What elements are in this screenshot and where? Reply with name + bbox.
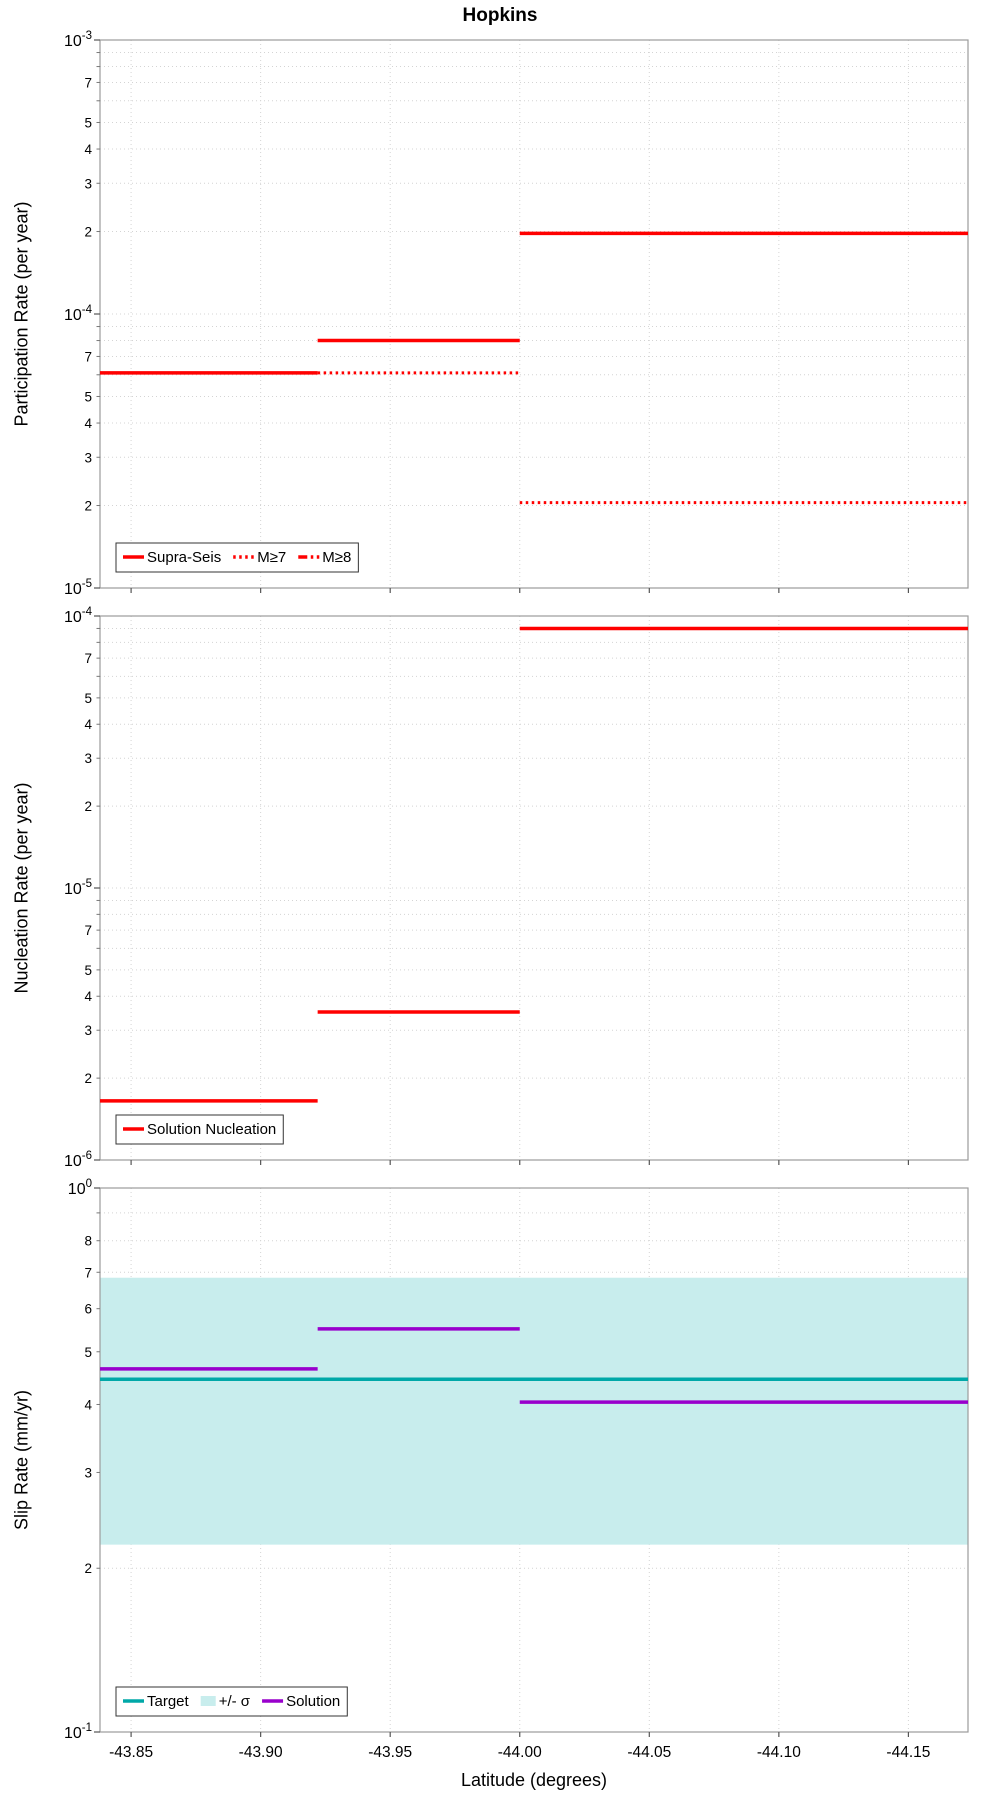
y-minor-tick-label: 7 (84, 349, 92, 364)
y-minor-tick-label: 4 (84, 142, 92, 157)
legend-swatch-series (200, 1696, 216, 1706)
y-axis-title-participation-rate: Participation Rate (per year) (11, 201, 32, 427)
panel-background (100, 40, 968, 588)
y-minor-tick-label: 5 (84, 389, 92, 404)
y-minor-tick-label: 2 (84, 225, 92, 240)
legend-label-m-8: M≥8 (322, 549, 351, 566)
y-minor-tick-label: 7 (84, 923, 92, 938)
y-tick-exponent: -4 (82, 606, 93, 618)
y-minor-tick-label: 7 (84, 651, 92, 666)
legend-box (115, 1686, 348, 1717)
y-minor-tick-label: 4 (84, 717, 92, 732)
y-minor-tick-label: 7 (84, 1265, 92, 1280)
y-minor-tick-label: 3 (84, 1023, 92, 1038)
y-tick-label: 10-5 (64, 578, 92, 598)
panel-border (99, 1187, 969, 1733)
y-tick-label: 10-5 (64, 878, 92, 898)
y-minor-tick-label: 2 (84, 799, 92, 814)
y-tick-label: 10-1 (64, 1722, 92, 1742)
x-axis-title: Latitude (degrees) (460, 1770, 608, 1790)
y-tick-label: 10-4 (64, 606, 93, 626)
y-tick-exponent: -5 (82, 578, 92, 590)
y-minor-tick-label: 8 (84, 1234, 92, 1249)
y-axis-title-slip-rate: Slip Rate (mm/yr) (11, 1389, 32, 1531)
y-tick-label: 100 (68, 1178, 92, 1198)
y-minor-tick-label: 5 (84, 691, 92, 706)
y-tick-label: 10-4 (64, 304, 93, 324)
y-tick-exponent: -1 (82, 1722, 92, 1734)
band-series (100, 1277, 968, 1545)
y-minor-tick-label: 7 (84, 75, 92, 90)
panel-0: 10-5 10-4 10-3 2 3 4 5 7 2 3 4 5 7 Supra-Seis M≥7 M≥8 (64, 30, 969, 598)
y-minor-tick-label: 4 (84, 416, 92, 431)
legend: Solution Nucleation (115, 1114, 284, 1145)
x-tick-label: -44.05 (627, 1744, 671, 1761)
y-minor-tick-label: 3 (84, 1465, 92, 1480)
y-minor-tick-label: 2 (84, 499, 92, 514)
legend-label-m-7: M≥7 (257, 549, 286, 566)
y-minor-tick-label: 2 (84, 1561, 92, 1576)
chart-title: Hopkins (462, 5, 538, 26)
y-tick-exponent: -6 (82, 1150, 92, 1162)
y-minor-tick-label: 5 (84, 963, 92, 978)
x-tick-label: -43.95 (368, 1744, 412, 1761)
legend-label-supra-seis: Supra-Seis (147, 549, 221, 566)
x-tick-label: -43.90 (239, 1744, 283, 1761)
y-minor-tick-label: 2 (84, 1071, 92, 1086)
y-tick-exponent: -4 (82, 304, 93, 316)
x-tick-label: -44.15 (886, 1744, 930, 1761)
legend-entries: Target +/- σ Solution (123, 1693, 340, 1710)
legend-entries: Supra-Seis M≥7 M≥8 (123, 549, 351, 566)
x-tick-label: -44.10 (757, 1744, 801, 1761)
y-axis-title-nucleation-rate: Nucleation Rate (per year) (11, 782, 32, 994)
y-tick-exponent: 0 (86, 1178, 92, 1190)
y-minor-tick-label: 5 (84, 115, 92, 130)
legend: Target +/- σ Solution (115, 1686, 348, 1717)
panel-background (100, 616, 968, 1160)
legend-label-solution-nucleation: Solution Nucleation (147, 1121, 276, 1138)
y-tick-exponent: -5 (82, 878, 92, 890)
panel-1: 10-6 10-5 10-4 2 3 4 5 7 2 3 4 5 7 Solution Nucleatio… (64, 606, 969, 1170)
legend-label-series: +/- σ (219, 1693, 251, 1710)
y-minor-tick-label: 3 (84, 450, 92, 465)
x-tick-label: -44.00 (498, 1744, 542, 1761)
y-tick-label: 10-6 (64, 1150, 92, 1170)
y-minor-tick-label: 4 (84, 1397, 92, 1412)
legend-label-solution: Solution (286, 1693, 340, 1710)
y-minor-tick-label: 6 (84, 1302, 92, 1317)
y-tick-exponent: -3 (82, 30, 92, 42)
y-minor-tick-label: 4 (84, 989, 92, 1004)
y-minor-tick-label: 3 (84, 751, 92, 766)
y-minor-tick-label: 5 (84, 1345, 92, 1360)
y-tick-label: 10-3 (64, 30, 92, 50)
legend: Supra-Seis M≥7 M≥8 (115, 542, 359, 573)
legend-label-target: Target (147, 1693, 190, 1710)
panel-2: 10-1 100 2 3 4 5 6 7 8 -43.85 -43.90 -43.95 -44.00 -4… (64, 1178, 969, 1761)
legend-entries: Solution Nucleation (123, 1121, 276, 1138)
y-minor-tick-label: 3 (84, 176, 92, 191)
x-tick-label: -43.85 (109, 1744, 153, 1761)
